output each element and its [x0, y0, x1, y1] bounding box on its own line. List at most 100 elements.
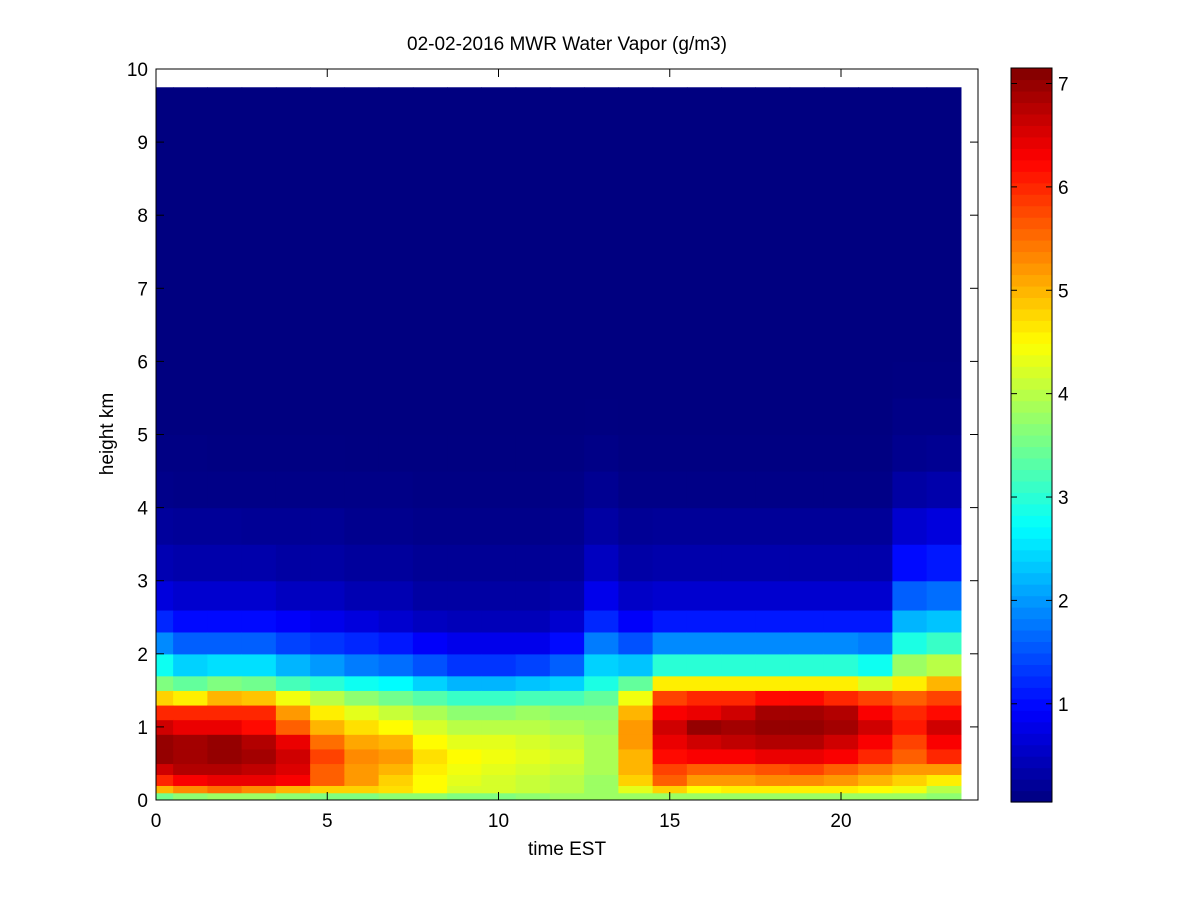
heatmap-cell	[412, 215, 448, 289]
heatmap-cell	[789, 792, 825, 800]
heatmap-cell	[686, 631, 722, 655]
heatmap-cell	[156, 734, 174, 750]
heatmap-cell	[481, 434, 517, 472]
colorbar-segment	[1011, 297, 1052, 310]
heatmap-cell	[275, 763, 311, 776]
heatmap-cell	[926, 142, 962, 216]
heatmap-cell	[173, 288, 208, 362]
colorbar-tick-label: 4	[1058, 385, 1069, 406]
colorbar-segment	[1011, 274, 1052, 287]
colorbar-segment	[1011, 90, 1052, 104]
heatmap-cell	[378, 763, 414, 776]
heatmap-cell	[823, 215, 859, 289]
heatmap-cell	[549, 675, 585, 691]
heatmap-cell	[721, 434, 756, 472]
heatmap-cell	[310, 748, 345, 765]
heatmap-cell	[892, 215, 928, 289]
colorbar-segment	[1011, 515, 1052, 528]
colorbar-segment	[1011, 687, 1052, 700]
heatmap-cell	[892, 704, 928, 721]
heatmap-cell	[412, 690, 448, 706]
x-tick-label: 0	[151, 811, 162, 832]
heatmap-cell	[549, 397, 585, 436]
heatmap-cell	[926, 580, 962, 611]
heatmap-cell	[618, 215, 654, 289]
heatmap-cell	[275, 631, 311, 655]
heatmap-cell	[789, 507, 825, 545]
heatmap-cell	[755, 719, 791, 735]
heatmap-cell	[275, 434, 311, 472]
heatmap-cell	[412, 544, 448, 582]
heatmap-cell	[549, 774, 585, 786]
y-tick-label: 9	[137, 133, 148, 154]
heatmap-cell	[447, 785, 482, 794]
heatmap-cell	[447, 580, 482, 611]
heatmap-cell	[686, 774, 722, 786]
heatmap-cell	[686, 544, 722, 582]
heatmap-cell	[378, 690, 414, 706]
heatmap-cell	[926, 87, 962, 143]
heatmap-cell	[344, 785, 380, 794]
heatmap-cell	[481, 507, 517, 545]
heatmap-cell	[412, 748, 448, 765]
heatmap-cell	[275, 653, 311, 677]
heatmap-cell	[481, 653, 517, 677]
heatmap-cell	[652, 288, 688, 362]
heatmap-cell	[789, 142, 825, 216]
heatmap-cell	[412, 704, 448, 721]
heatmap-cell	[892, 609, 928, 633]
heatmap-cell	[618, 507, 654, 545]
heatmap-cell	[515, 748, 551, 765]
heatmap-cell	[584, 675, 619, 691]
heatmap-cell	[789, 288, 825, 362]
heatmap-cell	[618, 734, 654, 750]
heatmap-cell	[275, 580, 311, 611]
colorbar-segment	[1011, 102, 1052, 115]
heatmap-cell	[515, 361, 551, 399]
heatmap-cell	[310, 580, 345, 611]
heatmap-cell	[721, 719, 756, 735]
y-tick-label: 0	[137, 791, 148, 812]
heatmap-cell	[652, 704, 688, 721]
heatmap-cell	[686, 142, 722, 216]
heatmap-cell	[652, 653, 688, 677]
heatmap-cell	[412, 653, 448, 677]
heatmap-cell	[892, 361, 928, 399]
heatmap-cell	[926, 631, 962, 655]
heatmap-cell	[481, 631, 517, 655]
heatmap-cell	[549, 361, 585, 399]
heatmap-cell	[310, 763, 345, 776]
heatmap-cell	[207, 719, 243, 735]
heatmap-cell	[858, 142, 893, 216]
heatmap-cell	[549, 719, 585, 735]
colorbar-segment	[1011, 308, 1052, 321]
heatmap-cell	[584, 507, 619, 545]
heatmap-cell	[344, 734, 380, 750]
heatmap-cell	[755, 785, 791, 794]
heatmap-cell	[447, 719, 482, 735]
heatmap-cell	[584, 734, 619, 750]
heatmap-cell	[156, 785, 174, 794]
colorbar-segment	[1011, 457, 1052, 471]
heatmap-cell	[515, 690, 551, 706]
colorbar-axis: 1 2 3 4 5 6 7	[1011, 75, 1069, 716]
heatmap-cell	[515, 609, 551, 633]
heatmap-cell	[275, 288, 311, 362]
heatmap-cell	[652, 87, 688, 143]
heatmap-cell	[515, 763, 551, 776]
heatmap-cell	[378, 361, 414, 399]
heatmap-cell	[173, 544, 208, 582]
heatmap-cell	[447, 653, 482, 677]
colorbar-segment	[1011, 618, 1052, 631]
heatmap-cell	[378, 785, 414, 794]
heatmap-cell	[721, 215, 756, 289]
heatmap-cell	[207, 288, 243, 362]
x-tick-label: 10	[488, 811, 509, 832]
heatmap-cell	[310, 215, 345, 289]
heatmap-cell	[515, 87, 551, 143]
heatmap-cell	[344, 434, 380, 472]
heatmap-cell	[892, 580, 928, 611]
heatmap-cell	[858, 785, 893, 794]
heatmap-cell	[584, 142, 619, 216]
colorbar-segment	[1011, 733, 1052, 746]
